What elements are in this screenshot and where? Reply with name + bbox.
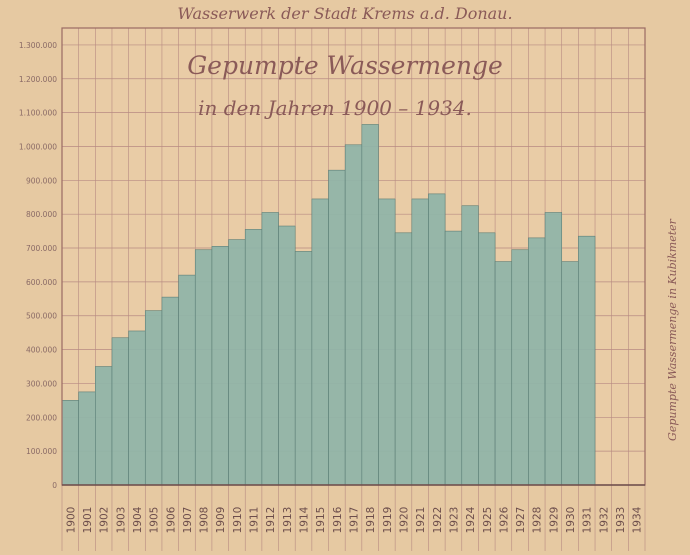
bar [194, 249, 213, 486]
x-tick-label: 1914 [299, 506, 311, 533]
bar [394, 232, 413, 486]
x-tick-label: 1923 [448, 507, 460, 534]
chart-title: Gepumpte Wassermenge [187, 51, 503, 80]
x-tick-label: 1908 [199, 507, 211, 534]
bar [411, 198, 429, 486]
bar [461, 205, 479, 486]
x-tick-label: 1924 [465, 506, 477, 533]
bar [578, 235, 596, 486]
x-tick-label: 1909 [215, 507, 227, 534]
y-tick-label: 1.100.000 [19, 109, 57, 118]
x-tick-label: 1919 [382, 507, 394, 534]
x-tick-label: 1930 [565, 507, 577, 534]
bar [528, 237, 546, 486]
y-axis-label: Gepumpte Wassermenge in Kubikmeter [666, 218, 679, 441]
x-tick-label: 1932 [598, 507, 610, 534]
x-tick-label: 1921 [415, 507, 427, 534]
bar [494, 261, 513, 486]
y-tick-label: 300.000 [26, 379, 57, 388]
bar [278, 225, 296, 486]
bar [561, 261, 579, 486]
y-tick-label: 1.200.000 [19, 75, 57, 84]
bar [478, 232, 496, 486]
y-tick-label: 1.300.000 [19, 41, 57, 50]
bar [111, 337, 129, 486]
bar [211, 246, 229, 486]
x-tick-label: 1920 [398, 507, 410, 534]
bar [311, 198, 329, 486]
bar [228, 239, 246, 486]
x-tick-label: 1910 [232, 507, 244, 534]
bar [361, 124, 379, 486]
x-tick-label: 1904 [132, 506, 144, 533]
y-tick-label: 500.000 [26, 312, 57, 321]
x-tick-label: 1926 [498, 506, 510, 533]
bar [244, 229, 263, 486]
x-tick-label: 1906 [165, 506, 177, 533]
bar [378, 198, 396, 486]
y-tick-label: 700.000 [26, 244, 57, 253]
x-tick-label: 1912 [265, 507, 277, 534]
x-tick-label: 1922 [432, 507, 444, 534]
x-tick-label: 1916 [332, 506, 344, 533]
y-tick-label: 200.000 [26, 413, 57, 422]
bar [444, 230, 463, 486]
x-tick-label: 1918 [365, 507, 377, 534]
x-tick-label: 1902 [99, 507, 111, 534]
bar [161, 296, 179, 486]
y-tick-label: 1.000.000 [19, 142, 57, 151]
y-tick-label: 900.000 [26, 176, 57, 185]
bar [344, 144, 363, 486]
bar [261, 212, 279, 486]
x-tick-label: 1933 [615, 507, 627, 534]
x-tick-label: 1915 [315, 507, 327, 534]
y-tick-label: 600.000 [26, 278, 57, 287]
y-tick-label: 800.000 [26, 210, 57, 219]
bar [61, 400, 79, 486]
x-tick-label: 1917 [349, 507, 361, 534]
x-tick-label: 1931 [582, 507, 594, 534]
x-tick-label: 1901 [82, 507, 94, 534]
header-text: Wasserwerk der Stadt Krems a.d. Donau. [177, 4, 512, 23]
x-tick-label: 1913 [282, 507, 294, 534]
x-tick-label: 1911 [249, 507, 261, 534]
bar [294, 251, 313, 486]
y-tick-label: 0 [52, 481, 57, 490]
x-tick-label: 1907 [182, 507, 194, 534]
y-tick-label: 100.000 [26, 447, 57, 456]
x-tick-label: 1928 [532, 507, 544, 534]
x-tick-label: 1903 [115, 507, 127, 534]
bar [95, 366, 113, 486]
bar [328, 169, 346, 486]
y-tick-label: 400.000 [26, 346, 57, 355]
bar [78, 391, 96, 486]
bar [428, 193, 446, 486]
x-tick-label: 1934 [632, 506, 644, 533]
chart-subtitle: in den Jahren 1900 – 1934. [198, 96, 472, 120]
x-tick-label: 1925 [482, 507, 494, 534]
bar [128, 330, 146, 486]
bar [511, 249, 529, 486]
x-tick-label: 1900 [65, 507, 77, 534]
x-tick-label: 1927 [515, 507, 527, 534]
bar [178, 274, 196, 486]
bar [144, 310, 163, 486]
x-tick-label: 1905 [149, 507, 161, 534]
x-tick-label: 1929 [548, 507, 560, 534]
bar [544, 212, 563, 486]
